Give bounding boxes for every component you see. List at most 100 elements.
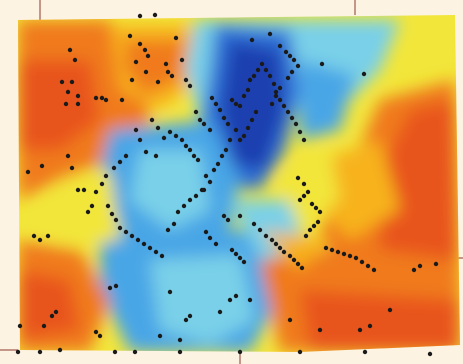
sample-point — [105, 203, 111, 209]
sample-point — [183, 77, 189, 83]
sample-point — [169, 73, 175, 79]
sample-point — [197, 117, 203, 123]
sample-point — [365, 263, 371, 269]
sample-point — [67, 47, 73, 53]
sample-point — [341, 251, 347, 257]
sample-point — [362, 349, 368, 355]
sample-point — [227, 297, 233, 303]
sample-point — [291, 57, 297, 63]
sample-point — [187, 147, 193, 153]
sample-point — [141, 241, 147, 247]
sample-point — [229, 247, 235, 253]
sample-point — [301, 193, 307, 199]
sample-point — [161, 135, 167, 141]
sample-point — [221, 115, 227, 121]
sample-point — [165, 227, 171, 233]
sample-point — [227, 137, 233, 143]
sample-point — [247, 77, 253, 83]
sample-point — [113, 283, 119, 289]
sample-point — [195, 157, 201, 163]
sample-point — [191, 153, 197, 159]
sample-point — [193, 109, 199, 115]
sample-point — [267, 31, 273, 37]
sample-point — [281, 103, 287, 109]
sample-point — [123, 229, 129, 235]
sample-point — [223, 147, 229, 153]
sample-point — [233, 293, 239, 299]
sample-point — [305, 189, 311, 195]
sample-point — [273, 93, 279, 99]
sample-point — [97, 333, 103, 339]
sample-point — [291, 257, 297, 263]
sample-point — [142, 47, 148, 53]
sample-point — [153, 249, 159, 255]
sample-point — [137, 13, 143, 19]
sample-point — [329, 247, 335, 253]
sample-point — [123, 153, 129, 159]
sample-point — [387, 307, 393, 313]
sample-point — [69, 165, 75, 171]
sample-point — [183, 317, 189, 323]
sample-point — [65, 89, 71, 95]
sample-point — [217, 107, 223, 113]
sample-point — [117, 225, 123, 231]
sample-point — [37, 349, 43, 355]
sample-point — [335, 249, 341, 255]
sample-point — [361, 71, 367, 77]
sample-point — [132, 349, 138, 355]
sample-point — [433, 261, 439, 267]
sample-point — [129, 77, 135, 83]
sample-point — [99, 95, 105, 101]
sample-point — [237, 213, 243, 219]
sample-point — [225, 217, 231, 223]
sample-point — [103, 97, 109, 103]
sample-point — [177, 349, 183, 355]
sample-point — [107, 285, 113, 291]
sample-point — [359, 259, 365, 265]
sample-point — [277, 97, 283, 103]
sample-point — [69, 79, 75, 85]
sample-point — [285, 75, 291, 81]
sample-point — [277, 245, 283, 251]
sample-point — [233, 127, 239, 133]
sample-point — [299, 265, 305, 271]
sample-point — [181, 203, 187, 209]
sample-point — [225, 121, 231, 127]
sample-point — [203, 173, 209, 179]
sample-point — [25, 169, 31, 175]
sample-point — [152, 12, 158, 18]
sample-point — [267, 73, 273, 79]
sample-point — [75, 93, 81, 99]
sample-point — [417, 263, 423, 269]
sample-point — [273, 241, 279, 247]
sample-point — [81, 187, 87, 193]
sample-point — [219, 153, 225, 159]
sample-point — [59, 79, 65, 85]
sample-point — [137, 137, 143, 143]
sample-point — [159, 253, 165, 259]
sample-point — [289, 115, 295, 121]
sample-point — [313, 205, 319, 211]
sample-point — [193, 193, 199, 199]
sample-point — [315, 219, 321, 225]
sample-point — [297, 129, 303, 135]
sample-point — [255, 67, 261, 73]
sample-point — [347, 253, 353, 259]
sample-point — [75, 187, 81, 193]
sample-point — [411, 267, 417, 273]
sample-point — [287, 317, 293, 323]
sample-point — [17, 323, 23, 329]
sample-point — [257, 227, 263, 233]
sample-point — [427, 351, 433, 357]
sample-point — [251, 73, 257, 79]
sample-point — [31, 233, 37, 239]
sample-point — [187, 313, 193, 319]
sample-point — [297, 197, 303, 203]
sample-point — [311, 223, 317, 229]
sample-point — [112, 349, 118, 355]
sample-point — [109, 211, 115, 217]
sample-point — [93, 95, 99, 101]
sample-point — [57, 347, 63, 353]
sample-point — [237, 255, 243, 261]
